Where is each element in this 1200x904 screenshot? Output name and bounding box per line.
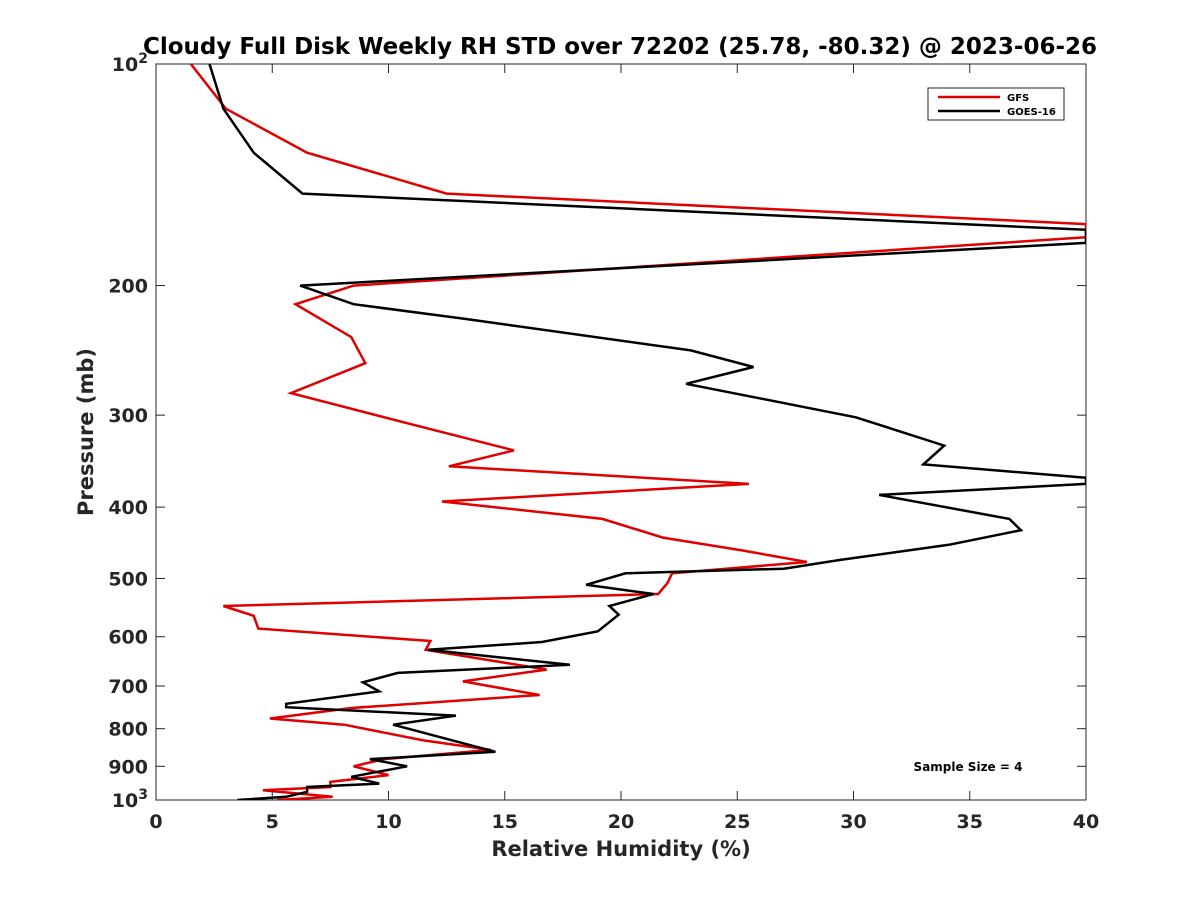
y-tick-label: 300 [108, 405, 148, 427]
x-tick-label: 0 [149, 811, 162, 833]
legend-box [927, 87, 1065, 121]
y-tick-label: 103 [112, 787, 148, 812]
legend-label: GOES-16 [1007, 107, 1056, 118]
plot-frame [155, 63, 1087, 801]
sample-size-annotation: Sample Size = 4 [914, 760, 1023, 774]
chart-title: Cloudy Full Disk Weekly RH STD over 7220… [143, 34, 1097, 60]
legend-entries: GFS GOES-16 [938, 93, 1056, 118]
x-axis-ticks: 0 5 10 15 20 25 30 35 40 [149, 64, 1099, 833]
legend-label: GFS [1007, 93, 1029, 104]
y-tick-label: 400 [108, 497, 148, 519]
x-tick-label: 35 [957, 811, 983, 833]
y-axis-label: Pressure (mb) [74, 348, 98, 516]
series-line-gfs [189, 64, 1086, 800]
x-tick-label: 25 [724, 811, 750, 833]
x-tick-label: 40 [1073, 811, 1099, 833]
y-tick-label: 800 [108, 719, 148, 741]
y-axis-ticks: 102 200 300 400 500 600 700 800 900 103 [108, 51, 1086, 812]
x-tick-label: 15 [492, 811, 518, 833]
x-axis-label: Relative Humidity (%) [491, 837, 750, 861]
x-tick-label: 5 [266, 811, 279, 833]
y-tick-label: 500 [108, 568, 148, 590]
x-tick-label: 20 [608, 811, 634, 833]
y-tick-label: 700 [108, 676, 148, 698]
y-tick-label: 900 [108, 756, 148, 778]
y-tick-label: 200 [108, 276, 148, 298]
x-tick-label: 30 [840, 811, 866, 833]
plot-area: 0 5 10 15 20 25 30 35 40 102 200 300 400 500 600 700 80… [108, 51, 1099, 833]
y-tick-label: 102 [112, 51, 148, 76]
x-tick-label: 10 [375, 811, 401, 833]
y-tick-label: 600 [108, 627, 148, 649]
series-line-goes-16 [208, 64, 1086, 800]
legend: GFS GOES-16 [927, 87, 1065, 121]
series-layer [189, 64, 1086, 800]
